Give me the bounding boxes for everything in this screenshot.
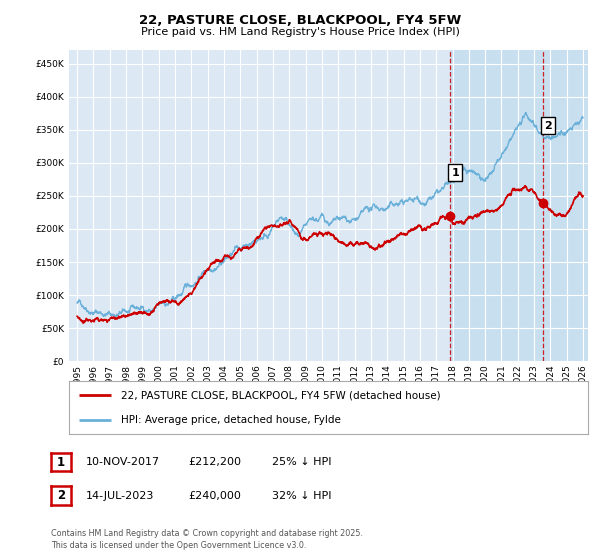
Text: 2: 2 bbox=[57, 489, 65, 502]
Text: 25% ↓ HPI: 25% ↓ HPI bbox=[272, 457, 331, 467]
Text: Price paid vs. HM Land Registry's House Price Index (HPI): Price paid vs. HM Land Registry's House … bbox=[140, 27, 460, 37]
Text: Contains HM Land Registry data © Crown copyright and database right 2025.
This d: Contains HM Land Registry data © Crown c… bbox=[51, 529, 363, 550]
Bar bbox=[450, 50, 588, 361]
Text: 2: 2 bbox=[544, 120, 552, 130]
Text: £240,000: £240,000 bbox=[188, 491, 241, 501]
Text: 22, PASTURE CLOSE, BLACKPOOL, FY4 5FW: 22, PASTURE CLOSE, BLACKPOOL, FY4 5FW bbox=[139, 14, 461, 27]
Text: 1: 1 bbox=[451, 167, 459, 178]
Text: 14-JUL-2023: 14-JUL-2023 bbox=[86, 491, 154, 501]
Text: 1: 1 bbox=[57, 455, 65, 469]
Text: 22, PASTURE CLOSE, BLACKPOOL, FY4 5FW (detached house): 22, PASTURE CLOSE, BLACKPOOL, FY4 5FW (d… bbox=[121, 390, 440, 400]
Text: 32% ↓ HPI: 32% ↓ HPI bbox=[272, 491, 331, 501]
Text: HPI: Average price, detached house, Fylde: HPI: Average price, detached house, Fyld… bbox=[121, 414, 341, 424]
Text: £212,200: £212,200 bbox=[188, 457, 241, 467]
Text: 10-NOV-2017: 10-NOV-2017 bbox=[86, 457, 160, 467]
